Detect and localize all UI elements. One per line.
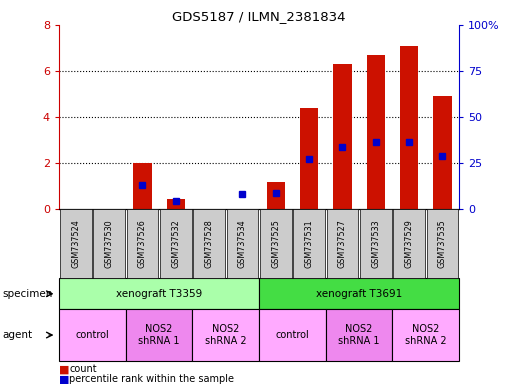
Bar [367,55,385,209]
Text: GSM737530: GSM737530 [105,220,113,268]
Text: GSM737535: GSM737535 [438,220,447,268]
Text: GSM737525: GSM737525 [271,219,280,268]
Bar [433,96,451,209]
Bar [333,64,351,209]
Bar [400,46,418,209]
Text: GSM737528: GSM737528 [205,220,213,268]
Bar [133,163,151,209]
Text: xenograft T3691: xenograft T3691 [316,289,402,299]
Bar [300,108,318,209]
Text: GSM737532: GSM737532 [171,220,180,268]
Text: NOS2
shRNA 1: NOS2 shRNA 1 [339,324,380,346]
Text: NOS2
shRNA 2: NOS2 shRNA 2 [205,324,247,346]
Bar [267,182,285,209]
Text: xenograft T3359: xenograft T3359 [116,289,202,299]
Text: GSM737529: GSM737529 [405,219,413,268]
Text: count: count [69,364,97,374]
Text: GSM737527: GSM737527 [338,219,347,268]
Text: control: control [75,330,109,340]
Bar [167,199,185,209]
Text: ■: ■ [59,364,69,374]
Text: ■: ■ [59,374,69,384]
Text: percentile rank within the sample: percentile rank within the sample [69,374,234,384]
Text: GSM737526: GSM737526 [138,220,147,268]
Text: GSM737524: GSM737524 [71,220,80,268]
Text: agent: agent [3,330,33,340]
Text: GSM737533: GSM737533 [371,220,380,268]
Text: control: control [275,330,309,340]
Text: GDS5187 / ILMN_2381834: GDS5187 / ILMN_2381834 [172,10,346,23]
Text: GSM737534: GSM737534 [238,220,247,268]
Text: GSM737531: GSM737531 [305,220,313,268]
Text: NOS2
shRNA 1: NOS2 shRNA 1 [139,324,180,346]
Text: NOS2
shRNA 2: NOS2 shRNA 2 [405,324,447,346]
Text: specimen: specimen [3,289,53,299]
